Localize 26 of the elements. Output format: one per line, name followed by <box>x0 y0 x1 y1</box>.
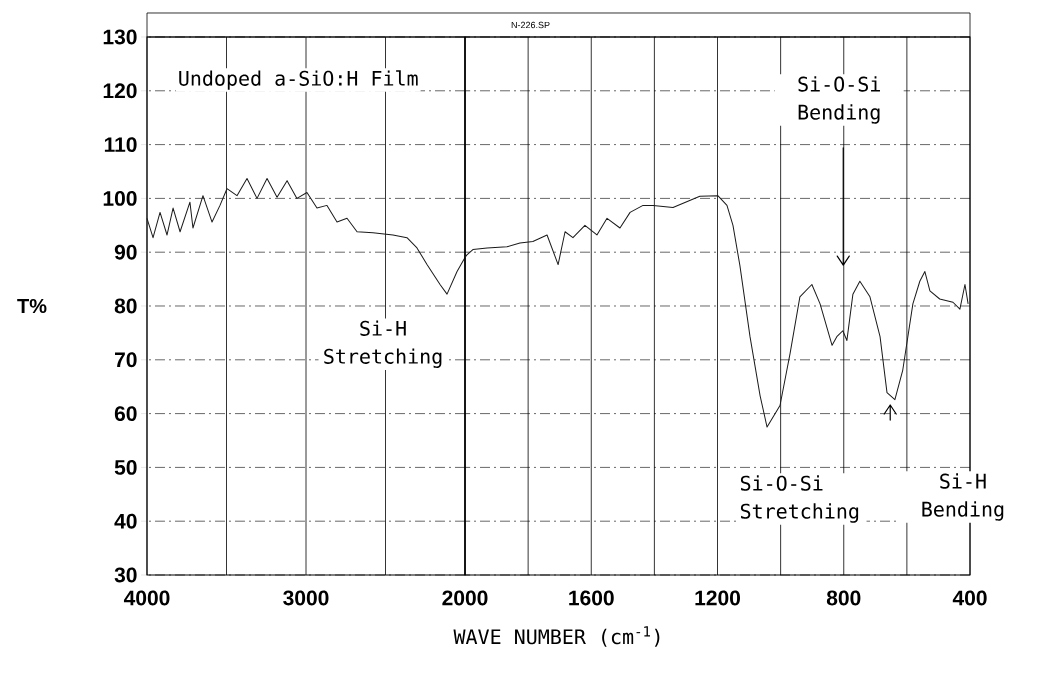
y-tick-label: 80 <box>114 298 137 314</box>
y-tick-label: 120 <box>103 83 137 99</box>
x-axis-title: WAVE NUMBER (cm$^{-1}$) <box>453 626 660 647</box>
text: Undoped a-SiO:H Film <box>179 70 418 90</box>
y-tick-label: 60 <box>114 406 137 422</box>
y-tick-label: 40 <box>114 513 137 529</box>
annotation: Si-O-Si Stretching <box>740 475 859 523</box>
y-tick-label: 100 <box>103 190 137 206</box>
y-tick-label: 110 <box>104 137 137 153</box>
y-tick-label: 70 <box>115 352 137 368</box>
x-tick-label: 800 <box>826 590 861 606</box>
annotation: Si-O-Si Bending <box>798 76 880 124</box>
x-tick-label: 1600 <box>569 590 614 606</box>
y-tick-label: 50 <box>114 459 137 475</box>
x-tick-label: 1200 <box>695 590 740 606</box>
annotation: Si-H Bending <box>922 473 1004 521</box>
x-tick-label: 4000 <box>123 590 170 606</box>
x-tick-label: 2000 <box>442 590 488 606</box>
x-tick-label: 3000 <box>283 590 329 606</box>
y-tick-label: 90 <box>114 244 137 260</box>
annotation: Si-H Stretching <box>324 320 442 368</box>
y-tick-label: 130 <box>103 29 137 45</box>
y-tick-label: 30 <box>114 567 137 583</box>
x-tick-label: 400 <box>952 590 987 606</box>
y-axis-title: T% <box>17 298 47 314</box>
text: N-226.SP <box>511 21 550 29</box>
